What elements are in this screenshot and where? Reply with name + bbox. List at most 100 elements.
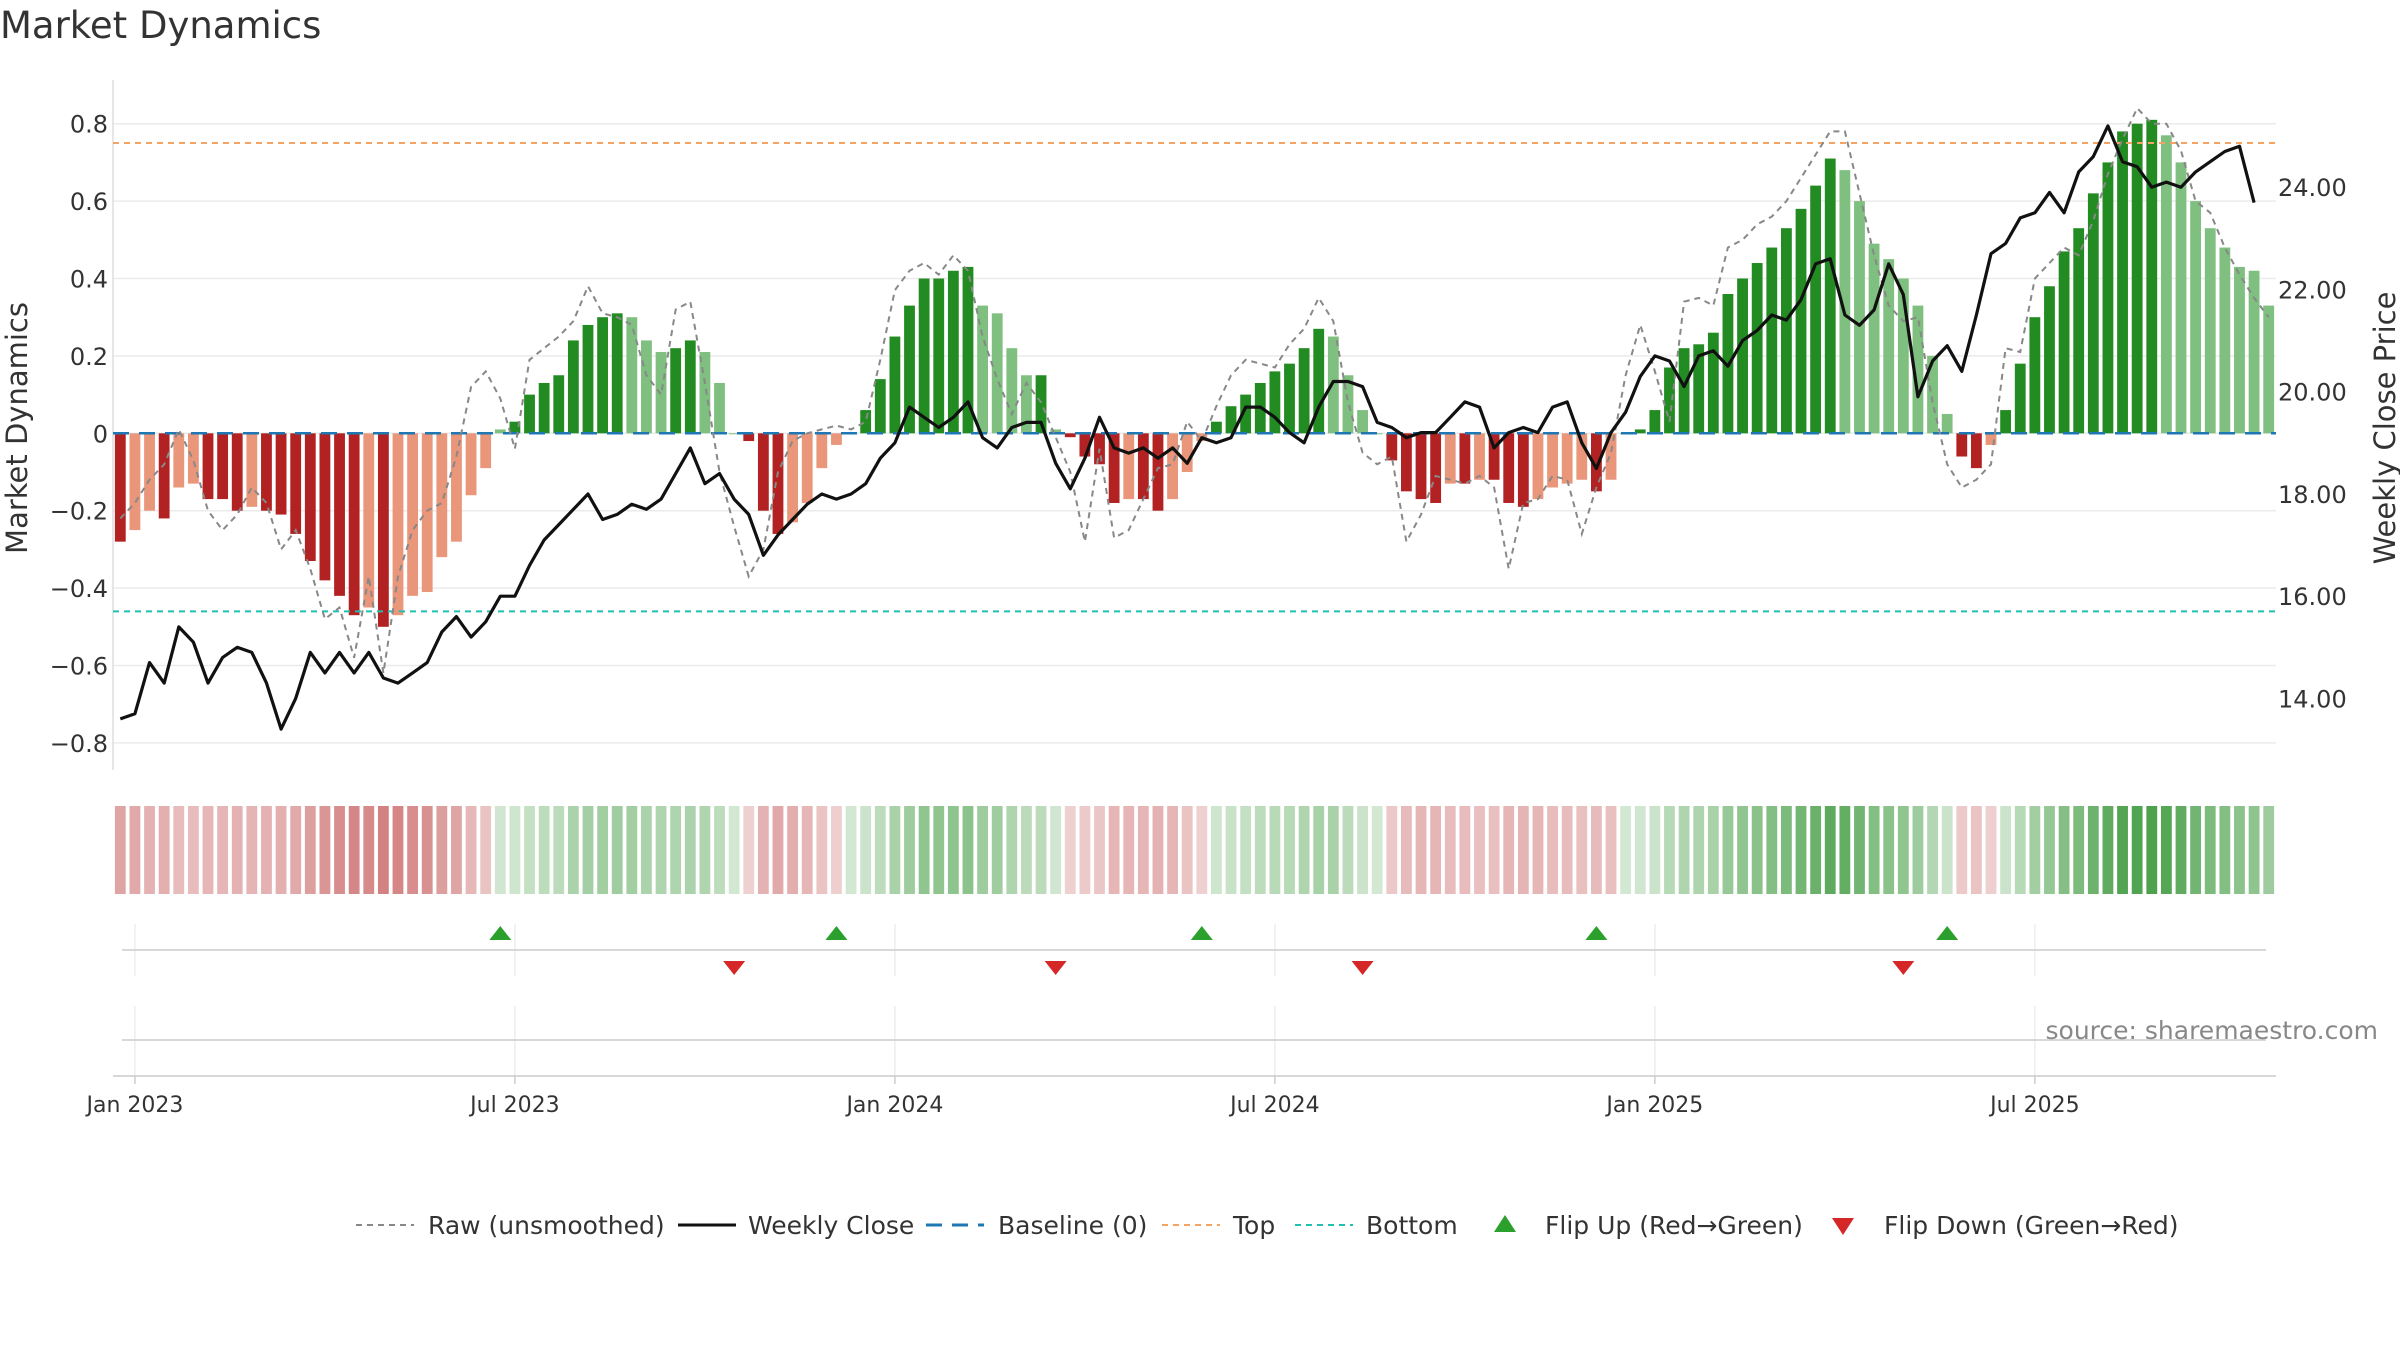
heat-strip-cell <box>2175 806 2187 894</box>
heat-strip-cell <box>1079 806 1091 894</box>
dynamics-bar <box>1927 355 1938 434</box>
heat-strip-cell <box>407 806 419 894</box>
heat-strip-cell <box>202 806 214 894</box>
dynamics-bar <box>1649 410 1661 434</box>
heat-strip-cell <box>173 806 185 894</box>
heat-strip-cell <box>144 806 155 894</box>
dynamics-bar <box>1693 344 1705 434</box>
dynamics-bar <box>1634 429 1646 434</box>
heat-strip-cell <box>1985 806 1997 894</box>
legend-label-raw: Raw (unsmoothed) <box>428 1211 665 1240</box>
heat-strip-cell <box>1591 806 1602 894</box>
heat-strip-cell <box>348 806 360 894</box>
dynamics-bar <box>436 433 448 558</box>
heat-strip-cell <box>1064 806 1076 894</box>
flip-up-marker <box>1936 926 1959 940</box>
dynamics-bar <box>363 433 375 608</box>
dynamics-bar <box>1371 433 1383 435</box>
heat-strip-cell <box>2190 806 2202 894</box>
heat-strip-cell <box>757 806 769 894</box>
dynamics-bar <box>1854 201 1865 434</box>
dynamics-bar <box>1240 394 1252 434</box>
dynamics-bar <box>1591 433 1602 492</box>
dynamics-bar <box>348 433 360 616</box>
dynamics-bar <box>1152 433 1164 511</box>
dynamics-bar <box>626 317 638 434</box>
dynamics-bar <box>275 433 287 515</box>
heat-strip-cell <box>1050 806 1062 894</box>
dynamics-bar <box>1664 367 1675 434</box>
x-tick-label: Jul 2023 <box>468 1093 560 1118</box>
heat-strip-cell <box>363 806 375 894</box>
dynamics-bar <box>1561 433 1573 484</box>
legend-label-flip-up: Flip Up (Red→Green) <box>1545 1211 1803 1240</box>
heat-strip-cell <box>1386 806 1398 894</box>
heat-strip-cell <box>524 806 535 894</box>
heat-strip-cell <box>1868 806 1880 894</box>
heat-strip-cell <box>699 806 711 894</box>
dynamics-bar <box>2014 363 2026 434</box>
heat-strip-cell <box>655 806 667 894</box>
heat-strip-cell <box>334 806 345 894</box>
y2-tick-label: 22.00 <box>2278 276 2347 304</box>
heat-strip-cell <box>611 806 623 894</box>
dynamics-bar <box>1707 332 1719 434</box>
heat-strip-cell <box>1181 806 1193 894</box>
heat-strip-cell <box>275 806 287 894</box>
dynamics-bar <box>1956 433 1968 457</box>
dynamics-bar <box>1883 259 1895 434</box>
dynamics-bar <box>451 433 462 542</box>
heat-strip-cell <box>2058 806 2070 894</box>
heat-strip-cell <box>947 806 959 894</box>
dynamics-bar <box>304 433 316 562</box>
y-tick-label: −0.4 <box>50 575 108 603</box>
heat-strip-cell <box>158 806 170 894</box>
dynamics-bar <box>231 433 243 511</box>
heat-strip-cell <box>1517 806 1529 894</box>
heat-strip-cell <box>1854 806 1865 894</box>
dynamics-bar <box>334 433 345 596</box>
heat-strip-cell <box>1766 806 1778 894</box>
heat-strip-cell <box>1722 806 1734 894</box>
heat-strip-cell <box>845 806 857 894</box>
y-tick-label: 0.6 <box>70 188 108 216</box>
heat-strip-cell <box>1459 806 1471 894</box>
heat-strip-cell <box>743 806 755 894</box>
heat-strip-cell <box>1298 806 1310 894</box>
heat-strip-cell <box>304 806 316 894</box>
heat-strip-cell <box>1108 806 1120 894</box>
dynamics-bar <box>874 379 886 434</box>
heat-strip-cell <box>2131 806 2143 894</box>
heat-strip-cell <box>509 806 521 894</box>
heat-strip-cell <box>1094 806 1105 894</box>
dynamics-bar <box>567 340 579 434</box>
dynamics-bar <box>290 433 302 534</box>
heat-strip-cell <box>2146 806 2158 894</box>
dynamics-bar <box>714 382 725 434</box>
heat-strip-cell <box>1810 806 1822 894</box>
dynamics-bar <box>1678 348 1690 434</box>
heat-strip-cell <box>933 806 945 894</box>
dynamics-bar <box>1897 278 1909 434</box>
dynamics-bar <box>2204 228 2216 434</box>
heat-strip-cell <box>494 806 506 894</box>
dynamics-bar <box>1386 433 1398 461</box>
dynamics-bar <box>2073 228 2085 434</box>
dynamics-bar <box>1313 328 1325 434</box>
dynamics-bar <box>158 433 170 519</box>
legend-swatch-flip-up <box>1494 1215 1516 1232</box>
y-axis-label: Market Dynamics <box>0 302 34 554</box>
dynamics-bar <box>1021 375 1032 434</box>
heat-strip-cell <box>889 806 901 894</box>
heat-strip-cell <box>2000 806 2012 894</box>
heat-strip-cell <box>1649 806 1661 894</box>
dynamics-bar <box>1342 375 1354 434</box>
dynamics-bar <box>977 305 988 434</box>
dynamics-bar <box>933 278 945 434</box>
dynamics-bar <box>772 433 784 534</box>
weekly-close-line <box>119 124 2256 731</box>
dynamics-bar <box>480 433 492 469</box>
dynamics-bar <box>1269 371 1281 434</box>
dynamics-bar <box>1079 433 1091 457</box>
raw-series-line <box>119 106 2270 674</box>
